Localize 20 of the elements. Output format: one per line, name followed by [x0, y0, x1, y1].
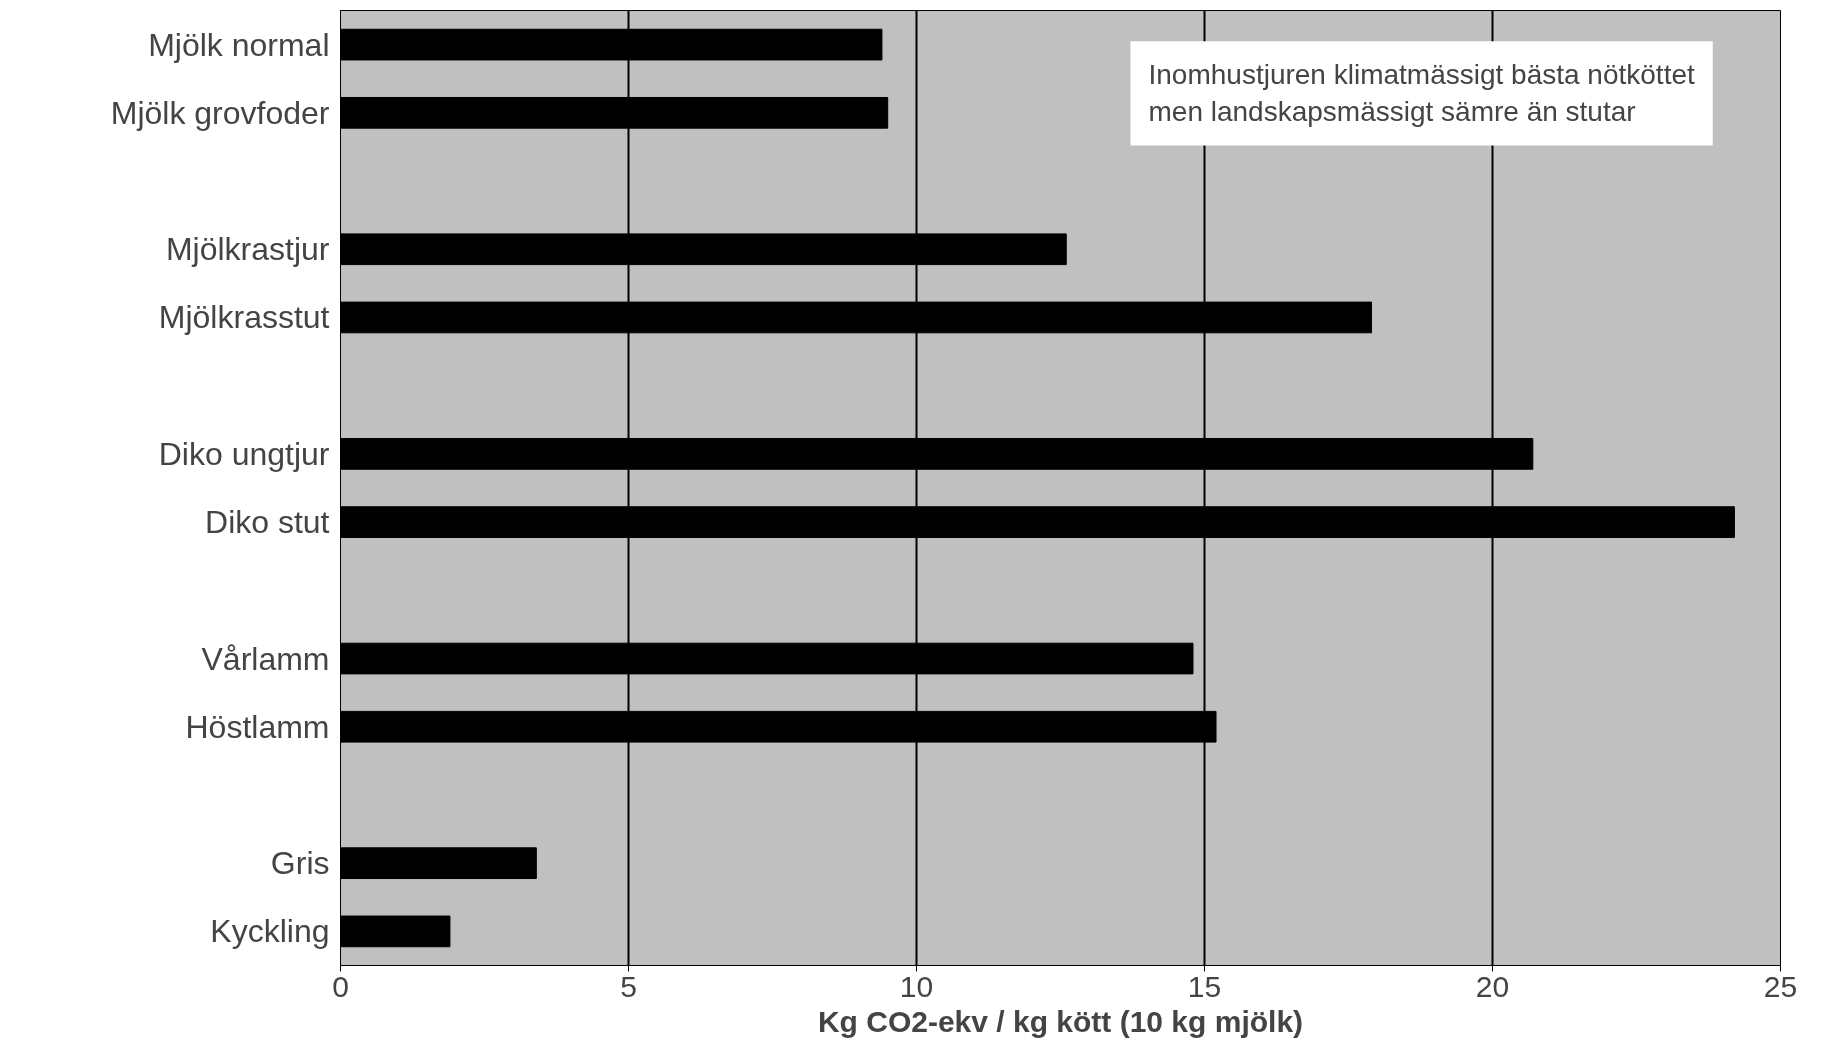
x-tick-label: 0 [332, 969, 349, 1003]
y-tick-label: Mjölk grovfoder [110, 94, 330, 131]
y-tick-label: Diko ungtjur [158, 435, 330, 472]
annotation: Inomhustjuren klimatmässigt bästa nötköttet men landskapsmässigt sämre än stutar [1148, 59, 1695, 128]
bar [340, 915, 451, 948]
x-tick-label: 5 [620, 969, 637, 1003]
x-tick-label: 20 [1475, 969, 1510, 1003]
x-axis-title: Kg CO2-ekv / kg kött (10 kg mjölk) [817, 1004, 1304, 1038]
y-tick-label: Gris [270, 845, 330, 882]
y-tick-label: Mjölkrastjur [165, 231, 330, 268]
y-tick-label: Diko stut [205, 504, 330, 541]
y-tick-label: Mjölkrasstut [158, 299, 330, 336]
bar [340, 847, 537, 880]
x-tick-label: 10 [899, 969, 934, 1003]
y-tick-label: Vårlamm [201, 640, 330, 677]
x-tick-label: 15 [1187, 969, 1222, 1003]
x-tick-label: 25 [1763, 969, 1798, 1003]
y-tick-label: Kyckling [210, 913, 330, 950]
y-tick-label: Mjölk normal [148, 26, 330, 63]
y-tick-label: Höstlamm [185, 708, 330, 745]
